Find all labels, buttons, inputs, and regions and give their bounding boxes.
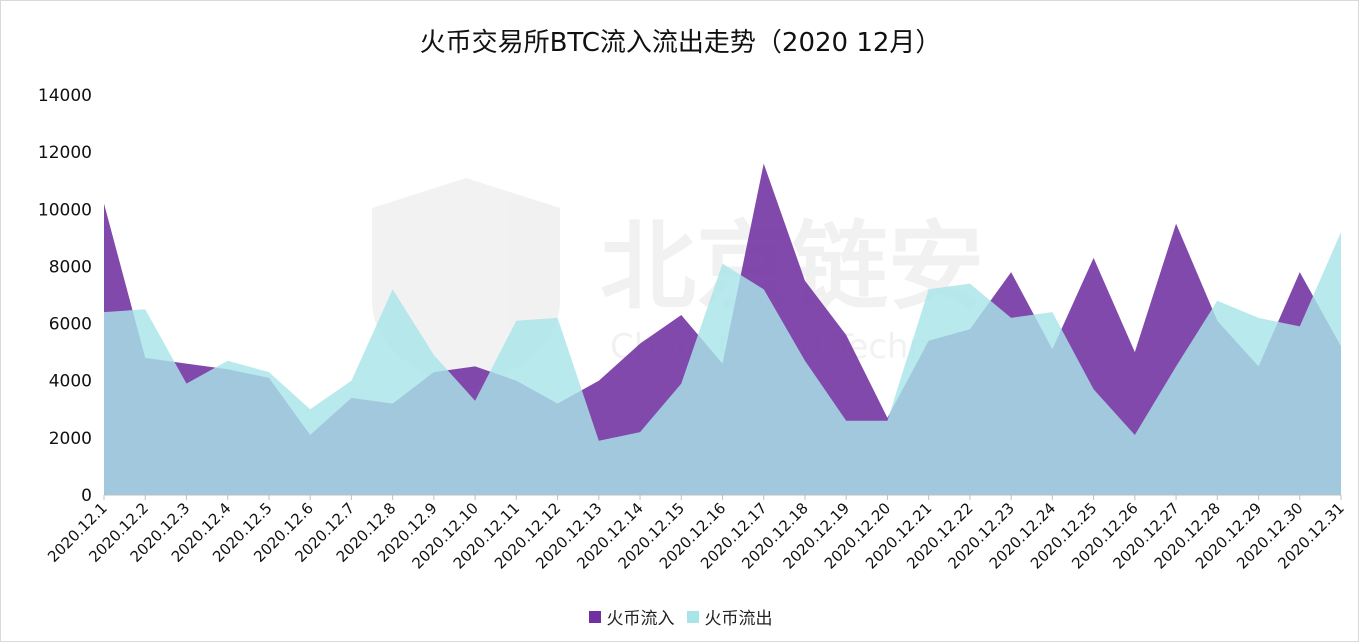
legend-item-inflow: 火币流入 xyxy=(588,604,675,629)
legend-swatch-outflow xyxy=(686,610,699,623)
y-tick-label: 2000 xyxy=(49,429,92,449)
y-tick-label: 12000 xyxy=(38,143,92,163)
chart-title: 火币交易所BTC流入流出走势（2020 12月） xyxy=(419,28,942,58)
y-tick-label: 14000 xyxy=(38,86,92,106)
y-tick-label: 8000 xyxy=(49,257,92,277)
legend-swatch-inflow xyxy=(588,610,601,623)
legend-label-outflow: 火币流出 xyxy=(704,609,773,629)
y-tick-label: 0 xyxy=(81,486,92,506)
y-tick-label: 4000 xyxy=(49,372,92,392)
y-tick-label: 10000 xyxy=(38,200,92,220)
legend-label-inflow: 火币流入 xyxy=(606,609,675,629)
series-area-outflow xyxy=(104,232,1341,495)
y-tick-label: 6000 xyxy=(49,315,92,335)
legend-item-outflow: 火币流出 xyxy=(686,604,773,629)
legend: 火币流入 火币流出 xyxy=(0,604,1361,629)
